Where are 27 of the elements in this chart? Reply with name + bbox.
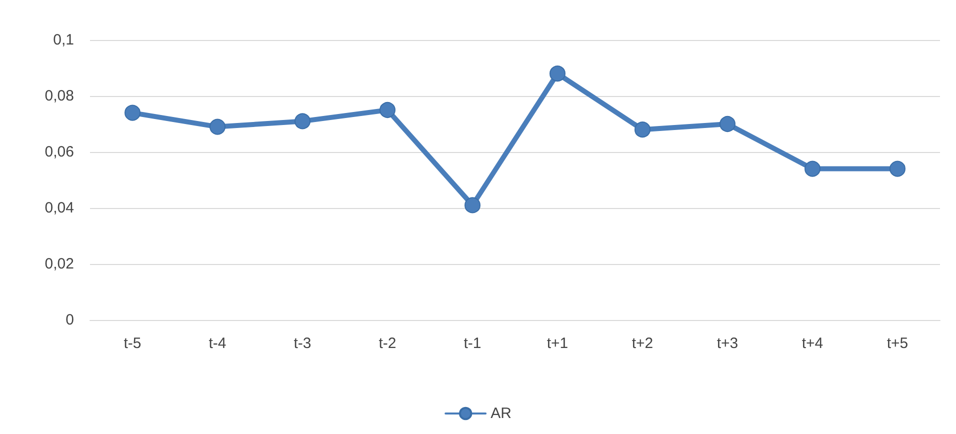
- x-tick-label: t-5: [124, 335, 142, 352]
- point: [124, 104, 140, 121]
- x-tick-label: t+4: [802, 335, 824, 352]
- point: [890, 160, 906, 177]
- y-tick-label: 0,1: [53, 32, 74, 48]
- point: [210, 118, 226, 135]
- y-tick-label: 0,04: [44, 200, 74, 216]
- x-tick-label: t+1: [546, 335, 568, 352]
- x-tick-label: t+2: [632, 335, 654, 352]
- x-tick-label: t+3: [716, 335, 738, 352]
- legend-label: AR: [490, 405, 512, 422]
- x-tick-label: t-1: [464, 335, 482, 352]
- y-tick-label: 0,08: [44, 88, 74, 104]
- y-tick-label: 0: [66, 312, 74, 328]
- point: [294, 113, 310, 130]
- x-tick-label: t-2: [378, 335, 396, 352]
- point: [380, 102, 396, 118]
- x-tick-label: t+5: [886, 335, 908, 352]
- x-tick-label: t-3: [294, 335, 312, 352]
- point: [634, 122, 650, 138]
- y-tick-label: 0,06: [44, 144, 74, 160]
- y-tick-label: 0,02: [44, 256, 74, 272]
- point: [550, 66, 566, 82]
- point: [720, 116, 736, 132]
- x-tick-label: t-4: [208, 335, 226, 352]
- point: [804, 160, 820, 177]
- point: [464, 197, 480, 214]
